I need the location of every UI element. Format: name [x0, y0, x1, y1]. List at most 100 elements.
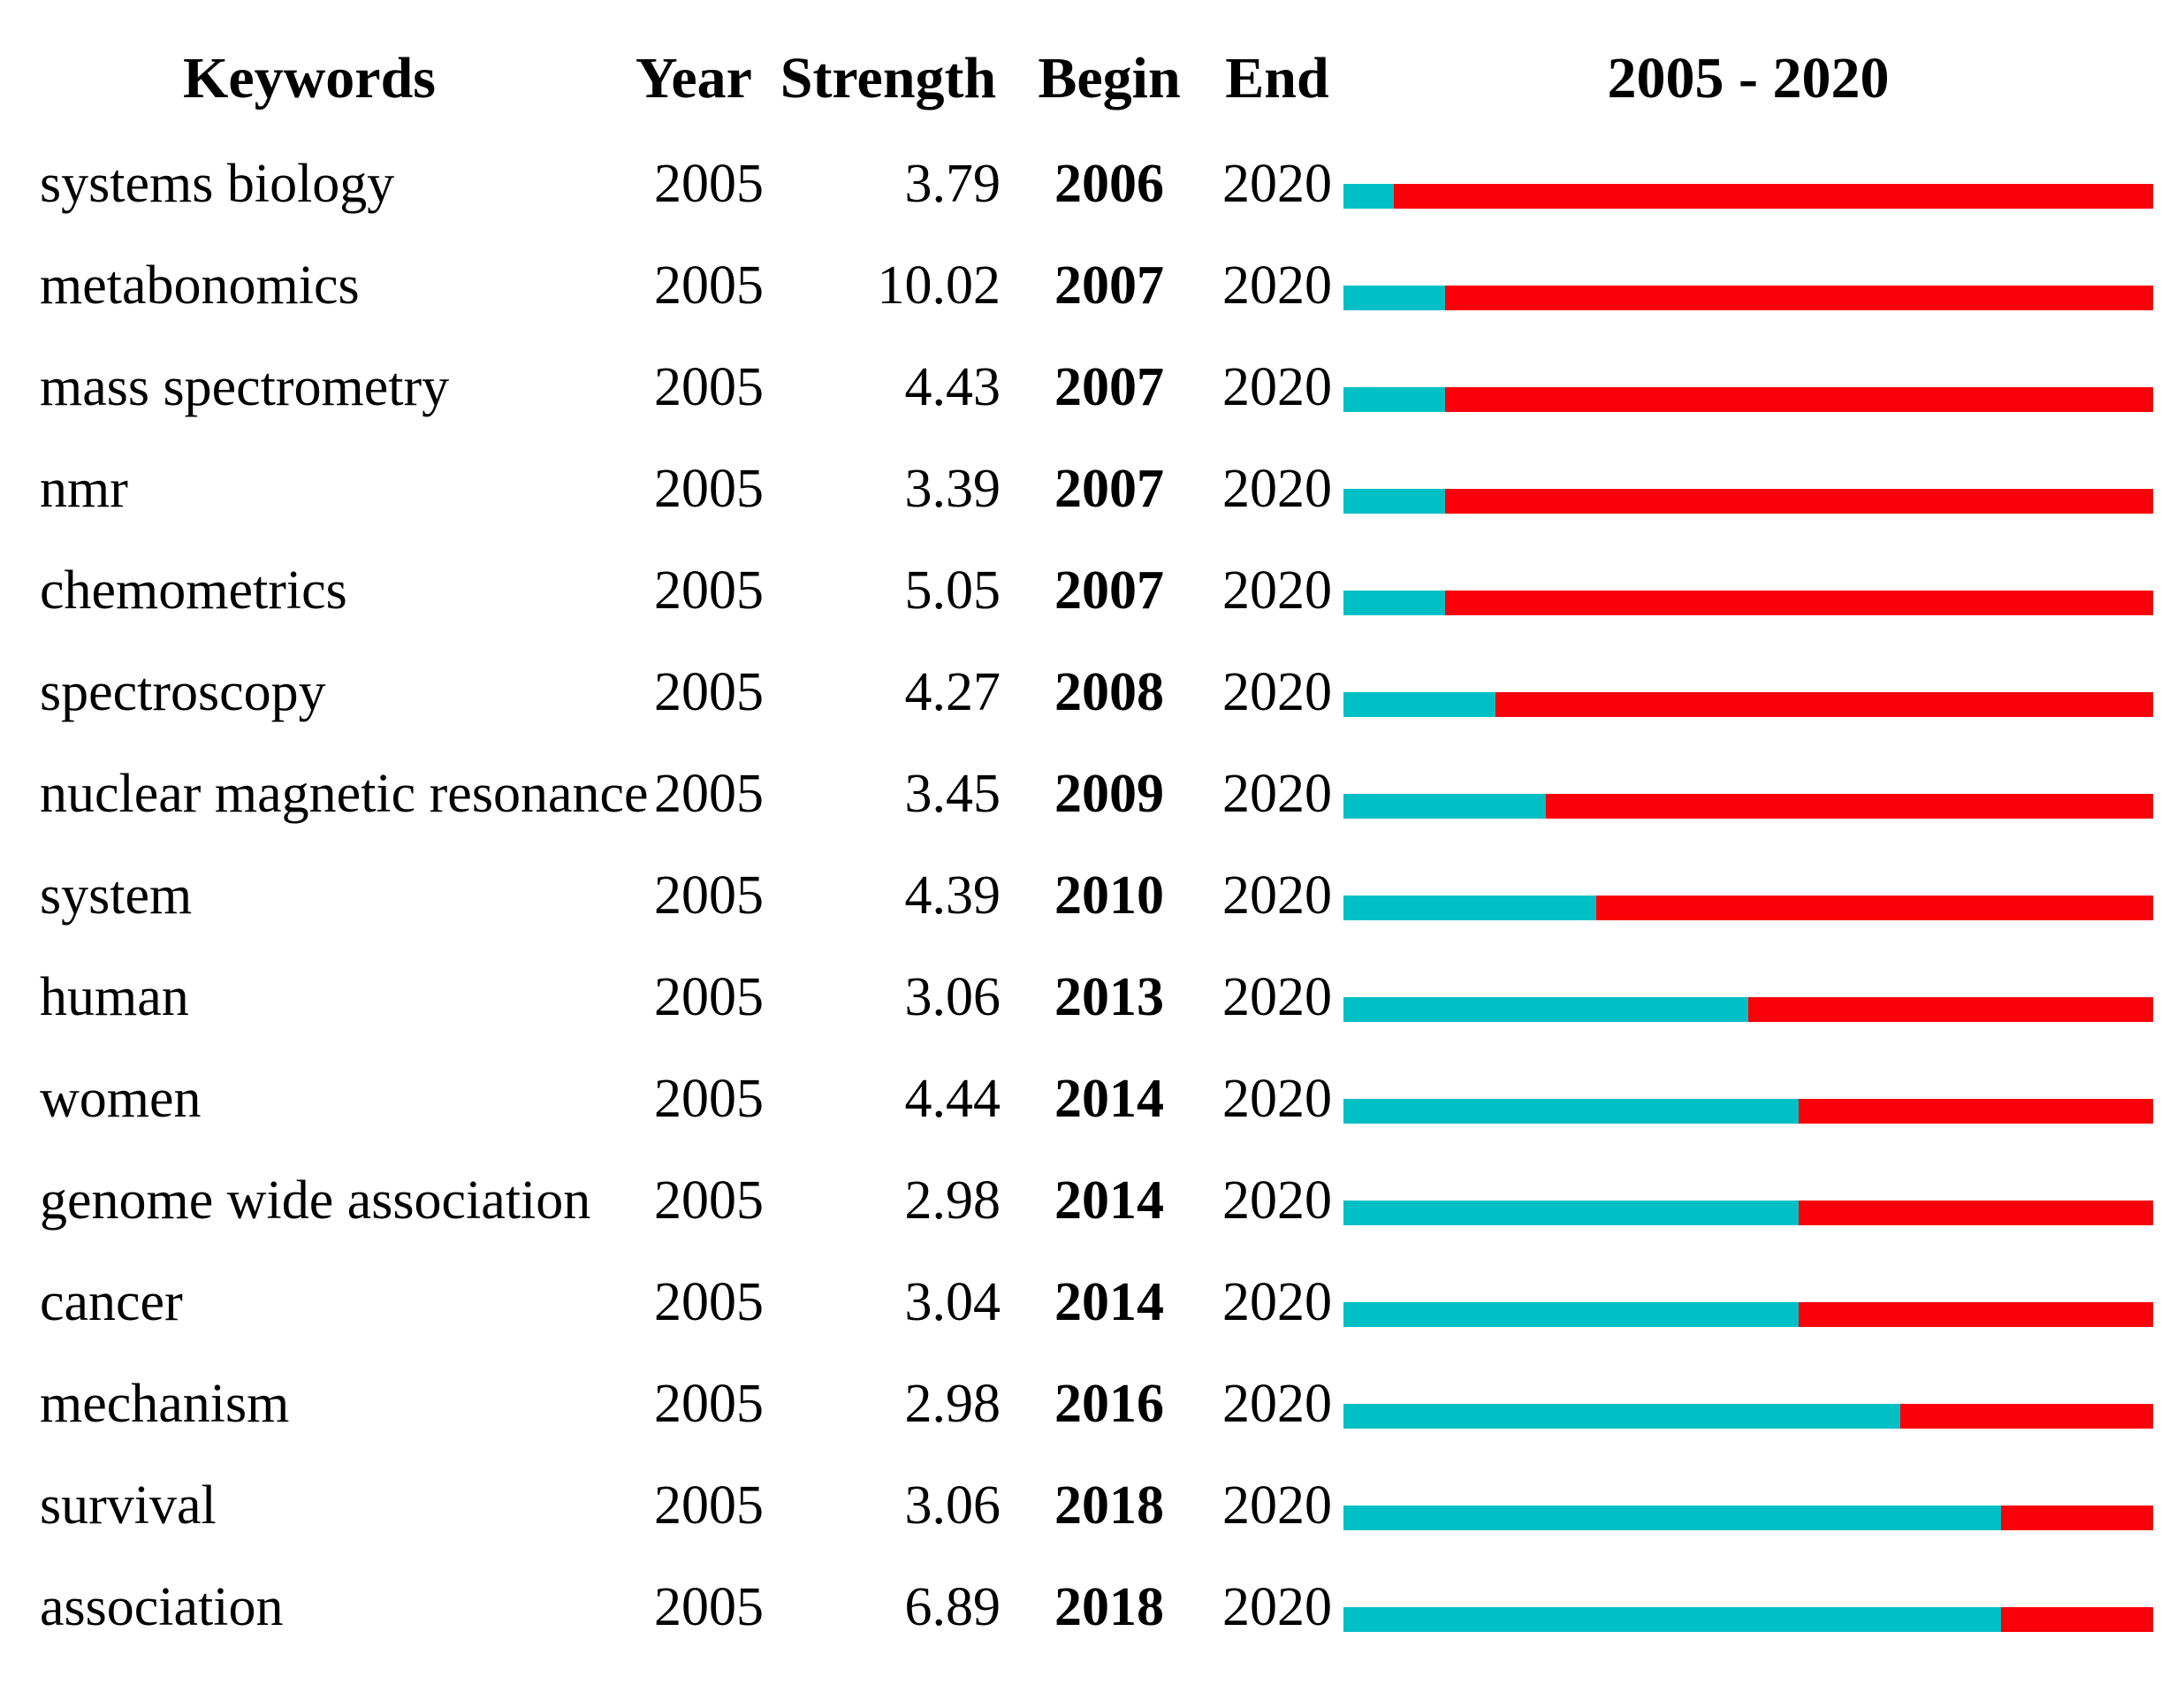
timeline-bar	[1343, 183, 2153, 209]
burst-bar-segment	[1899, 1403, 2153, 1429]
begin-cell: 2009	[1054, 763, 1164, 824]
strength-cell: 3.79	[904, 153, 1001, 214]
year-cell: 2005	[654, 356, 764, 417]
year-cell: 2005	[654, 1373, 764, 1434]
timeline-bar-cell	[1343, 641, 2153, 743]
table-row: system 2005 4.39 2010 2020	[0, 844, 2184, 946]
strength-cell: 4.44	[904, 1068, 1001, 1129]
strength-cell: 2.98	[904, 1170, 1001, 1231]
strength-cell: 5.05	[904, 560, 1001, 621]
year-cell: 2005	[654, 865, 764, 926]
burst-bar-segment	[1444, 285, 2153, 310]
header-begin: Begin	[1038, 46, 1181, 111]
pre-burst-bar-segment	[1343, 1200, 1800, 1225]
table-body: systems biology 2005 3.79 2006 2020 meta…	[0, 133, 2184, 1658]
timeline-bar-cell	[1343, 1251, 2153, 1353]
keyword-cell: genome wide association	[40, 1170, 591, 1231]
begin-cell: 2014	[1054, 1271, 1164, 1332]
begin-cell: 2007	[1054, 458, 1164, 519]
burst-bar-segment	[1799, 1200, 2153, 1225]
table-row: chemometrics 2005 5.05 2007 2020	[0, 539, 2184, 641]
timeline-bar-cell	[1343, 539, 2153, 641]
begin-cell: 2014	[1054, 1068, 1164, 1129]
keyword-cell: mass spectrometry	[40, 356, 450, 417]
end-cell: 2020	[1222, 1271, 1332, 1332]
year-cell: 2005	[654, 1170, 764, 1231]
begin-cell: 2007	[1054, 560, 1164, 621]
pre-burst-bar-segment	[1343, 793, 1546, 819]
begin-cell: 2006	[1054, 153, 1164, 214]
keyword-cell: human	[40, 966, 189, 1027]
burst-bar-segment	[1546, 793, 2153, 819]
pre-burst-bar-segment	[1343, 996, 1748, 1022]
table-row: nuclear magnetic resonance 2005 3.45 200…	[0, 743, 2184, 844]
keyword-cell: system	[40, 865, 193, 926]
timeline-bar-cell	[1343, 438, 2153, 539]
burst-bar-segment	[1394, 183, 2153, 209]
table-header: Keywords Year Strength Begin End 2005 - …	[0, 25, 2184, 133]
timeline-bar-cell	[1343, 1353, 2153, 1454]
strength-cell: 3.45	[904, 763, 1001, 824]
pre-burst-bar-segment	[1343, 691, 1495, 717]
timeline-bar	[1343, 1505, 2153, 1530]
timeline-bar	[1343, 1098, 2153, 1124]
strength-cell: 2.98	[904, 1373, 1001, 1434]
keyword-cell: metabonomics	[40, 255, 360, 316]
end-cell: 2020	[1222, 1170, 1332, 1231]
timeline-bar-cell	[1343, 844, 2153, 946]
burst-bar-segment	[1444, 590, 2153, 615]
burst-bar-segment	[2001, 1606, 2153, 1632]
timeline-bar-cell	[1343, 336, 2153, 438]
strength-cell: 10.02	[877, 255, 1001, 316]
year-cell: 2005	[654, 153, 764, 214]
burst-bar-segment	[1799, 1301, 2153, 1327]
pre-burst-bar-segment	[1343, 1098, 1800, 1124]
burst-bar-segment	[1444, 488, 2153, 514]
year-cell: 2005	[654, 560, 764, 621]
pre-burst-bar-segment	[1343, 183, 1395, 209]
pre-burst-bar-segment	[1343, 1606, 2002, 1632]
header-end: End	[1225, 46, 1329, 111]
keyword-cell: mechanism	[40, 1373, 290, 1434]
begin-cell: 2007	[1054, 255, 1164, 316]
year-cell: 2005	[654, 763, 764, 824]
end-cell: 2020	[1222, 560, 1332, 621]
year-cell: 2005	[654, 661, 764, 722]
burst-bar-segment	[2001, 1505, 2153, 1530]
pre-burst-bar-segment	[1343, 386, 1445, 412]
burst-bar-segment	[1495, 691, 2153, 717]
begin-cell: 2008	[1054, 661, 1164, 722]
end-cell: 2020	[1222, 661, 1332, 722]
strength-cell: 4.39	[904, 865, 1001, 926]
pre-burst-bar-segment	[1343, 1301, 1800, 1327]
table-row: association 2005 6.89 2018 2020	[0, 1556, 2184, 1658]
burst-bar-segment	[1444, 386, 2153, 412]
table-row: systems biology 2005 3.79 2006 2020	[0, 133, 2184, 234]
burst-bar-segment	[1748, 996, 2153, 1022]
keyword-cell: women	[40, 1068, 202, 1129]
table-row: survival 2005 3.06 2018 2020	[0, 1454, 2184, 1556]
timeline-bar-cell	[1343, 234, 2153, 336]
end-cell: 2020	[1222, 1576, 1332, 1637]
timeline-bar	[1343, 386, 2153, 412]
table-row: human 2005 3.06 2013 2020	[0, 946, 2184, 1048]
timeline-bar-cell	[1343, 946, 2153, 1048]
table-row: women 2005 4.44 2014 2020	[0, 1048, 2184, 1149]
end-cell: 2020	[1222, 1475, 1332, 1536]
end-cell: 2020	[1222, 255, 1332, 316]
timeline-bar-cell	[1343, 743, 2153, 844]
end-cell: 2020	[1222, 865, 1332, 926]
strength-cell: 4.43	[904, 356, 1001, 417]
keyword-cell: chemometrics	[40, 560, 347, 621]
pre-burst-bar-segment	[1343, 590, 1445, 615]
end-cell: 2020	[1222, 1068, 1332, 1129]
timeline-bar-cell	[1343, 1556, 2153, 1658]
timeline-bar	[1343, 793, 2153, 819]
timeline-bar-cell	[1343, 1149, 2153, 1251]
strength-cell: 4.27	[904, 661, 1001, 722]
strength-cell: 3.06	[904, 966, 1001, 1027]
end-cell: 2020	[1222, 1373, 1332, 1434]
strength-cell: 6.89	[904, 1576, 1001, 1637]
keyword-cell: nmr	[40, 458, 128, 519]
header-keywords: Keywords	[183, 46, 436, 111]
